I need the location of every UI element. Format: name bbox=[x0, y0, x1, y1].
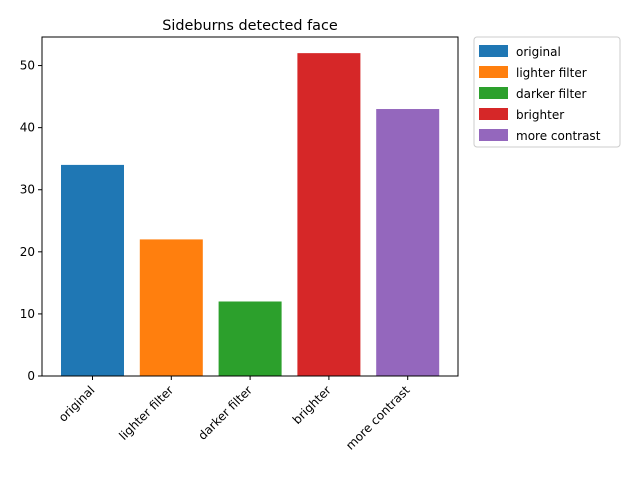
bar-brighter bbox=[297, 53, 361, 377]
y-tick-label: 0 bbox=[27, 369, 35, 383]
legend-label: original bbox=[516, 45, 561, 59]
legend-swatch bbox=[479, 87, 508, 99]
legend-label: more contrast bbox=[516, 129, 601, 143]
legend-label: lighter filter bbox=[516, 66, 587, 80]
legend-label: darker filter bbox=[516, 87, 587, 101]
legend-swatch bbox=[479, 45, 508, 57]
bar-lighter-filter bbox=[139, 239, 203, 376]
bar-darker-filter bbox=[218, 301, 282, 376]
legend-frame bbox=[473, 36, 621, 148]
chart-title: Sideburns detected face bbox=[162, 18, 338, 34]
y-tick-label: 50 bbox=[20, 59, 35, 73]
bar-more-contrast bbox=[376, 109, 440, 377]
x-tick-label: lighter filter bbox=[116, 383, 176, 443]
y-tick-label: 40 bbox=[20, 121, 35, 135]
x-axis: original lighter filter darker filter brigh… bbox=[56, 376, 413, 453]
y-tick-label: 10 bbox=[20, 307, 35, 321]
x-tick-label: brighter bbox=[290, 383, 334, 427]
x-tick-label: darker filter bbox=[195, 383, 255, 443]
legend-swatch bbox=[479, 129, 508, 141]
legend: original lighter filter darker filter brigh… bbox=[473, 36, 621, 148]
bars-layer bbox=[61, 53, 440, 377]
x-tick-label: more contrast bbox=[343, 383, 413, 453]
plot-frame bbox=[41, 36, 459, 377]
legend-swatch bbox=[479, 108, 508, 120]
bar-original bbox=[61, 164, 124, 376]
y-tick-label: 20 bbox=[20, 245, 35, 259]
y-tick-label: 30 bbox=[20, 183, 35, 197]
legend-label: brighter bbox=[516, 108, 564, 122]
legend-swatch bbox=[479, 66, 508, 78]
y-axis: 0 10 20 30 40 50 bbox=[20, 59, 42, 383]
x-tick-label: original bbox=[56, 383, 98, 425]
